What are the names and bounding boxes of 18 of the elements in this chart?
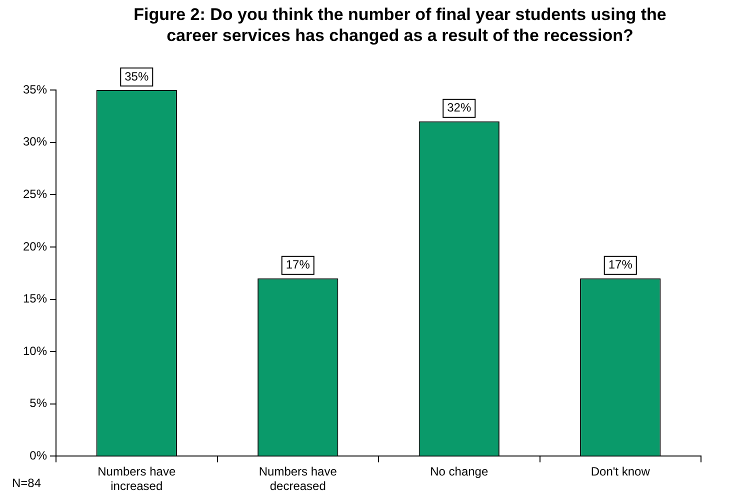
- text: N=84: [12, 476, 42, 490]
- x-tick-label: Numbers have increased: [98, 464, 176, 494]
- x-tick-label: No change: [430, 464, 488, 479]
- data-label: 17%: [286, 258, 310, 272]
- y-tick-label: 20%: [22, 239, 48, 254]
- y-tick-label: 15%: [22, 292, 48, 306]
- y-tick-label: 35%: [22, 82, 48, 96]
- data-label: 32%: [447, 100, 472, 115]
- y-tick-label: 25%: [22, 186, 48, 201]
- x-tick-label: Don't know: [590, 464, 650, 479]
- y-tick-label: 10%: [22, 344, 48, 358]
- data-label: 17%: [608, 258, 633, 272]
- y-tick-label: 5%: [30, 396, 48, 410]
- chart-title: Figure 2: Do you think the number of final year students using the career services has changed as a result of the recession?: [132, 4, 668, 46]
- x-tick-label: Numbers have decreased: [258, 464, 338, 494]
- y-tick-label: 0%: [30, 448, 48, 463]
- data-label: 35%: [124, 69, 149, 84]
- y-tick-label: 30%: [22, 134, 48, 149]
